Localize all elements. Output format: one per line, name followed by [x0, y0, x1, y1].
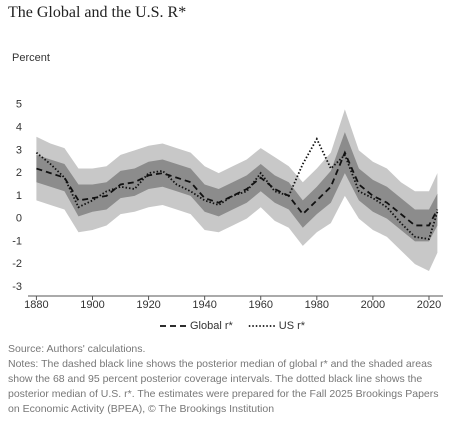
line [36, 150, 439, 227]
x-tick-label: 2020 [417, 299, 441, 311]
x-tick-label: 1900 [80, 299, 104, 311]
y-tick-label: -1 [12, 235, 22, 247]
x-tick-label: 1880 [24, 299, 48, 311]
legend-label: US r* [279, 320, 306, 332]
y-axis-label: Percent [12, 52, 50, 64]
x-tick-label: 1940 [192, 299, 216, 311]
note: Notes: The dashed black line shows the p… [8, 358, 439, 415]
notes: Source: Authors' calculations. Notes: Th… [8, 342, 448, 417]
x-tick-label: 2000 [361, 299, 385, 311]
y-tick-label: 2 [16, 167, 22, 179]
x-tick-label: 1980 [305, 299, 329, 311]
x-tick-label: 1920 [136, 299, 160, 311]
y-tick-label: 4 [16, 121, 22, 133]
y-tick-label: -3 [12, 281, 22, 293]
y-tick-label: 1 [16, 190, 22, 202]
x-tick-label: 1960 [248, 299, 272, 311]
legend-label: Global r* [190, 320, 234, 332]
interval-band [36, 132, 438, 242]
y-tick-label: 5 [16, 99, 22, 111]
chart-title: The Global and the U.S. R* [8, 4, 187, 21]
y-tick-label: 0 [16, 213, 22, 225]
y-tick-label: 3 [16, 144, 22, 156]
source: Source: Authors' calculations. [8, 343, 146, 355]
y-tick-label: -2 [12, 258, 22, 270]
